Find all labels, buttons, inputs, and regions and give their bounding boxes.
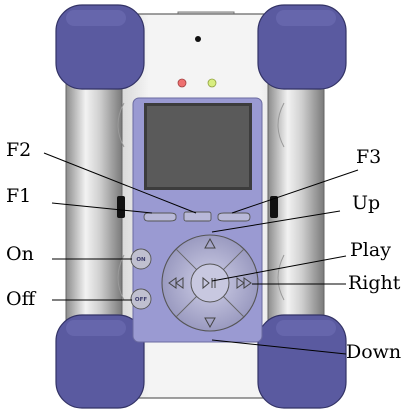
left-side-clip <box>117 196 125 218</box>
left-grip-tube <box>65 54 123 338</box>
left-upper-bracket <box>117 102 125 148</box>
right-lower-bracket <box>277 254 285 301</box>
f3-label: F3 <box>356 146 382 168</box>
on-label: On <box>6 243 34 265</box>
play-leader-line <box>211 255 347 282</box>
navigation-pad <box>161 234 259 332</box>
off-button-label: OFF <box>135 297 147 303</box>
right-upper-bracket <box>277 102 285 148</box>
f2-leader-line <box>43 152 197 214</box>
up-arrow-icon[interactable] <box>204 237 216 249</box>
on-button[interactable]: ON <box>130 248 152 270</box>
bottom-left-bumper <box>55 314 145 409</box>
led-red <box>177 78 187 88</box>
f3-leader-line <box>231 169 359 214</box>
rewind-icon[interactable] <box>168 277 184 289</box>
display-screen <box>147 106 249 187</box>
right-grip-tube <box>267 54 325 338</box>
off-label: Off <box>6 288 36 310</box>
f2-key[interactable] <box>183 211 212 222</box>
play-pause-icon[interactable] <box>202 276 216 290</box>
right-side-clip <box>270 196 278 218</box>
up-label: Up <box>352 192 381 214</box>
top-left-bumper <box>55 4 145 90</box>
down-leader-line <box>211 339 347 355</box>
f3-key[interactable] <box>217 212 251 222</box>
top-right-bumper <box>257 4 347 90</box>
f2-label: F2 <box>6 139 32 161</box>
f1-key[interactable] <box>143 212 177 222</box>
right-label: Right <box>348 272 401 294</box>
down-arrow-icon[interactable] <box>204 317 216 329</box>
camera-dot <box>195 36 201 42</box>
down-label: Down <box>346 341 402 363</box>
bottom-right-bumper <box>257 314 347 409</box>
up-leader-line <box>211 210 341 233</box>
fast-forward-icon[interactable] <box>236 277 252 289</box>
led-green <box>207 78 217 88</box>
f1-label: F1 <box>6 185 32 207</box>
on-button-label: ON <box>136 257 146 263</box>
play-label: Play <box>350 239 391 261</box>
off-button[interactable]: OFF <box>130 288 152 310</box>
f1-leader-line <box>51 202 153 214</box>
